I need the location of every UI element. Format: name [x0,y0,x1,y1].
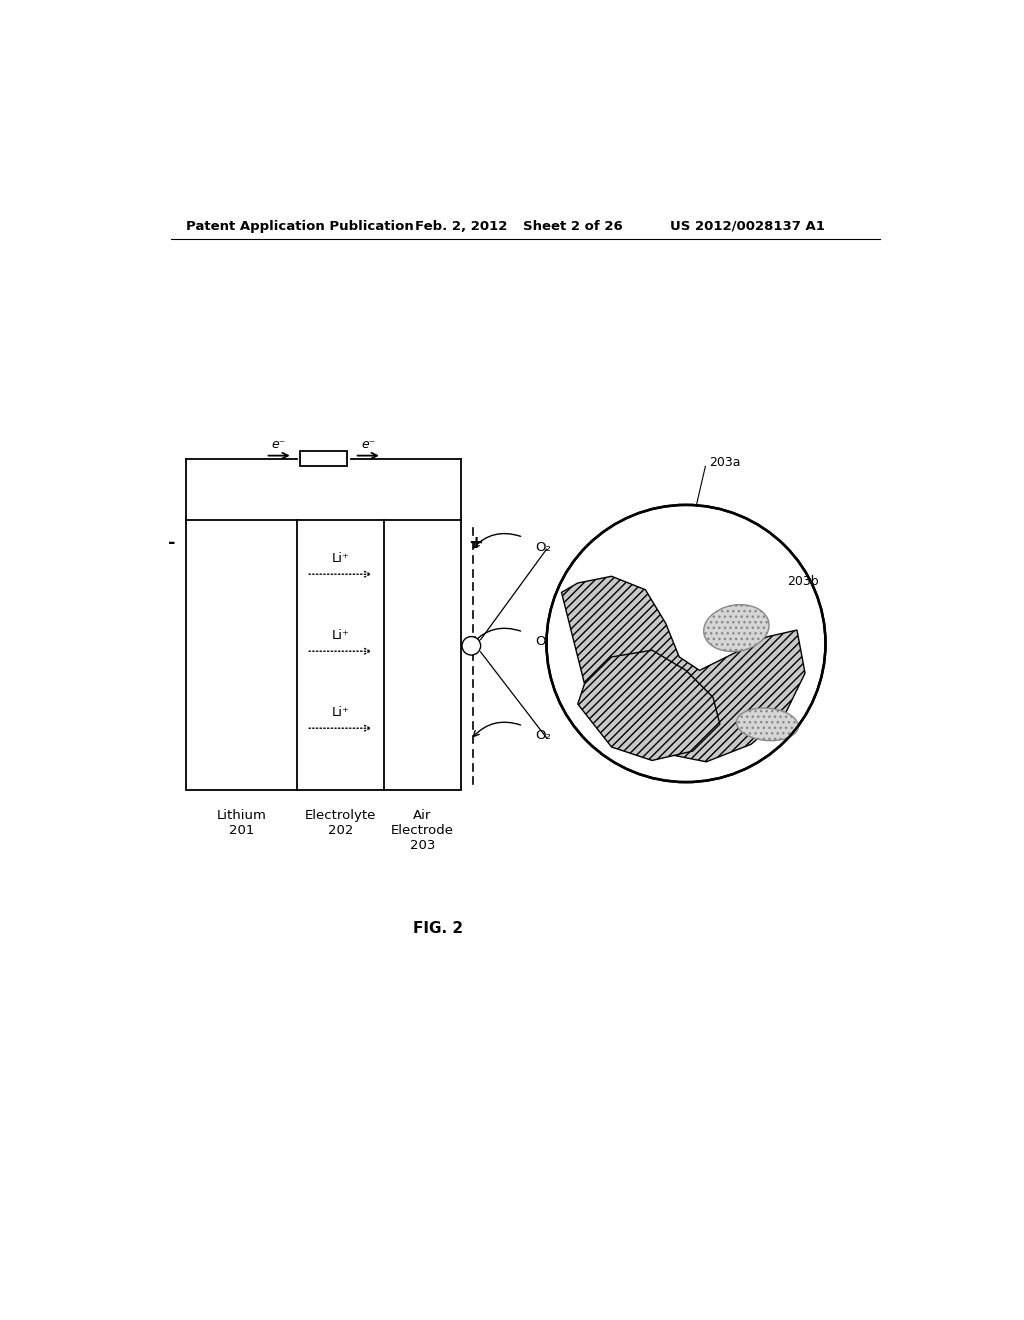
Text: O₂: O₂ [535,541,551,554]
Text: Patent Application Publication: Patent Application Publication [186,219,414,232]
Bar [300,451,347,466]
Text: FIG. 2: FIG. 2 [413,921,463,936]
Text: Air
Electrode
203: Air Electrode 203 [391,809,454,851]
Text: O₂: O₂ [535,635,551,648]
Text: Electrolyte
202: Electrolyte 202 [305,809,376,837]
Text: e⁻: e⁻ [361,438,376,451]
Text: US 2012/0028137 A1: US 2012/0028137 A1 [671,219,825,232]
Text: Feb. 2, 2012: Feb. 2, 2012 [415,219,507,232]
Polygon shape [578,651,720,760]
Text: O₂: O₂ [535,730,551,742]
Ellipse shape [736,708,799,741]
Text: Li⁺: Li⁺ [332,705,349,718]
Text: Lithium
201: Lithium 201 [217,809,266,837]
Text: Li⁺: Li⁺ [332,552,349,565]
Text: 203b: 203b [786,576,818,589]
Text: -: - [168,535,176,552]
Text: 203a: 203a [710,455,740,469]
Text: Li⁺: Li⁺ [332,628,349,642]
Bar [186,520,461,789]
Circle shape [547,504,825,781]
Polygon shape [561,577,805,762]
Text: e⁻: e⁻ [271,438,286,451]
Circle shape [462,636,480,655]
Text: Sheet 2 of 26: Sheet 2 of 26 [523,219,623,232]
Ellipse shape [703,605,769,652]
Text: +: + [468,535,482,552]
